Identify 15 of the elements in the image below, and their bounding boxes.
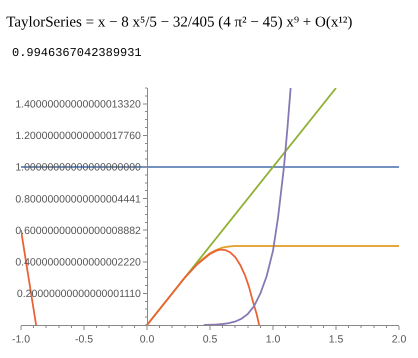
x-tick-label: -0.5: [74, 334, 94, 346]
y-tick-label: 1.20000000000000017760: [15, 130, 142, 142]
y-tick-label: 0.60000000000000008882: [15, 224, 142, 237]
x-tick-label: 1.0: [266, 334, 280, 346]
x-tick-label: 0.5: [202, 334, 218, 346]
y-tick-label: 1.40000000000000013320: [15, 98, 142, 110]
x-tick-label: -1.0: [12, 334, 30, 346]
chart-subtitle: 0.9946367042389931: [12, 46, 142, 60]
x-tick-label: 1.5: [328, 334, 344, 346]
x-tick-label: 2.0: [392, 334, 406, 346]
x-tick-label: 0.0: [140, 334, 154, 346]
y-tick-label: 0.80000000000000004441: [15, 193, 142, 206]
line-series: [202, 88, 292, 325]
chart-title: TaylorSeries = x − 8 x⁵/5 − 32/405 (4 π² − 45) x⁹ + O(x¹²): [6, 14, 352, 31]
line-series: [146, 248, 260, 325]
